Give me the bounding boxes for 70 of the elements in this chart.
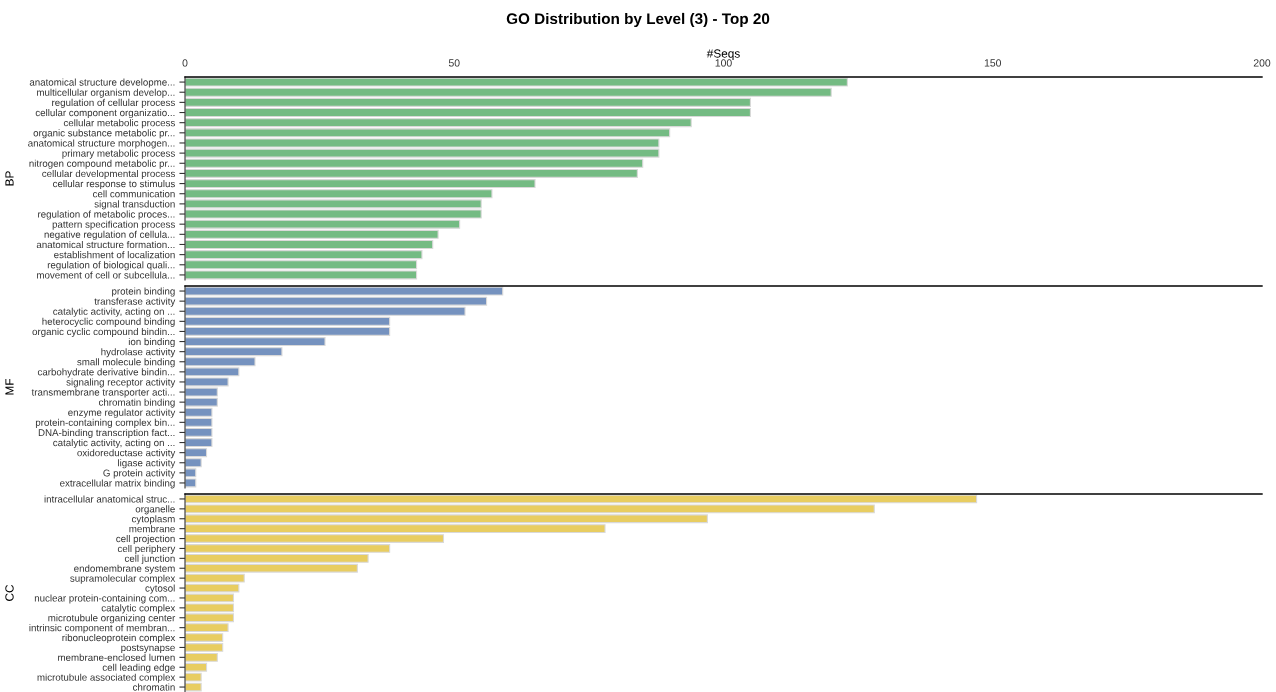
y-tick-label: ligase activity: [118, 459, 176, 469]
y-tick-label: oxidoreductase activity: [77, 449, 176, 459]
y-tick-label: multicellular organism develop...: [37, 88, 175, 98]
y-tick-label: cell projection: [116, 535, 175, 545]
y-tick-label: carbohydrate derivative bindin...: [37, 368, 175, 378]
y-tick-label: DNA-binding transcription fact...: [38, 428, 175, 438]
y-tick-label: ion binding: [128, 338, 175, 348]
y-tick-label: regulation of cellular process: [52, 98, 175, 108]
y-tick-label: postsynapse: [121, 644, 175, 653]
y-tick-label: organic substance metabolic pr...: [33, 129, 175, 139]
y-tick-label: regulation of metabolic proces...: [38, 210, 175, 220]
y-tick-label: catalytic complex: [101, 604, 176, 614]
y-tick-label: catalytic activity, acting on ...: [53, 307, 175, 317]
y-axis-title: CC: [5, 584, 14, 601]
y-tick-label: cell communication: [93, 190, 175, 198]
y-tick-label: establishment of localization: [54, 251, 175, 259]
y-tick-label: cellular developmental process: [42, 169, 175, 179]
y-tick-label: cytoplasm: [131, 515, 175, 525]
y-tick-label: supramolecular complex: [70, 574, 176, 584]
y-tick-label: endomembrane system: [74, 564, 175, 574]
y-tick-label: small molecule binding: [77, 358, 175, 368]
y-tick-label: microtubule associated complex: [37, 673, 176, 683]
y-tick-label: anatomical structure developme...: [29, 78, 175, 88]
x-tick-label: 100: [715, 59, 732, 67]
y-tick-label: cell junction: [124, 554, 175, 564]
chart-title: GO Distribution by Level (3) - Top 20: [506, 12, 770, 28]
y-tick-label: primary metabolic process: [62, 149, 175, 159]
y-tick-label: chromatin binding: [98, 398, 175, 408]
y-tick-label: chromatin: [133, 683, 175, 691]
y-tick-label: transmembrane transporter acti...: [31, 388, 175, 398]
y-tick-label: negative regulation of cellula...: [44, 230, 175, 240]
x-axis-title: #Seqs: [706, 49, 740, 61]
y-tick-label: membrane: [129, 525, 175, 533]
y-tick-label: G protein activity: [103, 469, 176, 479]
y-tick-label: movement of cell or subcellula...: [37, 271, 175, 279]
y-tick-label: cellular component organizatio...: [35, 109, 175, 119]
y-tick-label: anatomical structure morphogen...: [28, 139, 175, 149]
y-tick-label: transferase activity: [94, 297, 176, 307]
y-tick-label: cytosol: [145, 584, 175, 594]
x-tick-label: 50: [448, 59, 460, 67]
y-tick-label: organic cyclic compound bindin...: [32, 327, 175, 337]
y-axis-title: MF: [5, 378, 14, 395]
y-tick-label: intracellular anatomical struc...: [44, 495, 175, 503]
y-tick-label: pattern specification process: [52, 220, 175, 230]
x-tick-label: 0: [182, 59, 188, 67]
y-tick-label: cell periphery: [117, 544, 176, 554]
y-tick-label: intrinsic component of membran...: [29, 624, 175, 634]
y-tick-label: enzyme regulator activity: [68, 408, 176, 418]
y-tick-label: hydrolase activity: [101, 348, 176, 358]
y-axis-title: BP: [5, 171, 14, 186]
x-tick-label: 200: [1253, 59, 1271, 67]
y-tick-label: nuclear protein-containing com...: [34, 594, 175, 604]
y-tick-label: microtubule organizing center: [48, 614, 176, 624]
y-tick-label: nitrogen compound metabolic pr...: [29, 159, 175, 169]
y-tick-label: signal transduction: [94, 200, 175, 210]
y-tick-label: cellular metabolic process: [63, 119, 175, 129]
y-tick-label: organelle: [135, 505, 175, 515]
y-tick-label: heterocyclic compound binding: [42, 317, 175, 327]
y-tick-label: ribonucleoprotein complex: [62, 634, 176, 644]
y-tick-label: cell leading edge: [102, 663, 175, 673]
y-tick-label: protein-containing complex bin...: [35, 418, 175, 428]
x-tick-label: 150: [984, 59, 1002, 67]
y-tick-label: membrane-enclosed lumen: [58, 653, 175, 661]
y-tick-label: signaling receptor activity: [66, 378, 176, 388]
y-tick-label: regulation of biological quali...: [47, 261, 175, 271]
y-tick-label: protein binding: [112, 287, 175, 297]
y-tick-label: anatomical structure formation...: [36, 240, 175, 249]
y-tick-label: catalytic activity, acting on ...: [53, 439, 175, 449]
y-tick-label: cellular response to stimulus: [53, 180, 175, 190]
y-tick-label: extracellular matrix binding: [60, 479, 175, 489]
